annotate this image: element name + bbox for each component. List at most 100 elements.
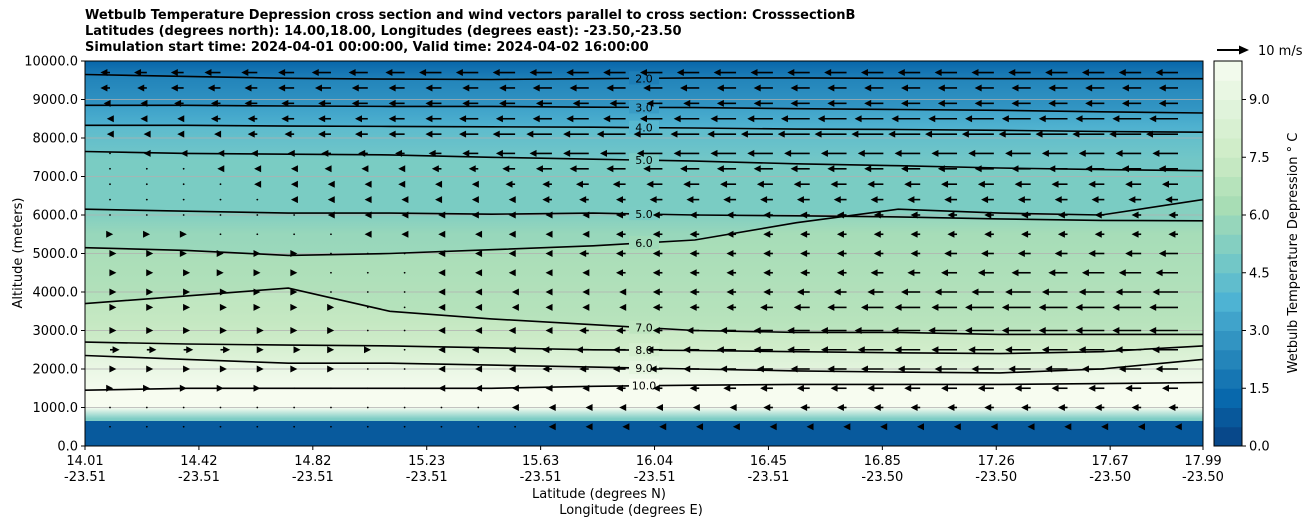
wind-vector-head	[214, 130, 222, 138]
wind-vector-head	[910, 211, 918, 219]
wind-vector-head	[535, 165, 543, 173]
wind-vector-head	[934, 365, 942, 373]
wind-vector-head	[545, 288, 553, 296]
wind-vector-head	[820, 149, 828, 157]
wind-vector-head	[891, 327, 899, 334]
wind-vector-head	[854, 327, 862, 334]
wind-vector-head	[756, 180, 764, 188]
wind-vector-head	[431, 165, 439, 173]
wind-vector-head	[910, 250, 918, 257]
wind-vector-head	[471, 196, 479, 204]
wind-vector-head	[891, 115, 899, 123]
wind-vector-head	[146, 250, 154, 257]
wind-vector-head	[793, 180, 801, 188]
wind-vector-head	[870, 196, 878, 204]
wind-vector-head	[726, 211, 734, 219]
wind-vector-head	[183, 288, 191, 296]
wind-vector-head	[1021, 230, 1029, 238]
wind-vector-head	[873, 211, 881, 219]
wind-vector-head	[223, 346, 231, 354]
wind-vector-head	[603, 115, 611, 123]
wind-vector-head	[499, 84, 507, 92]
wind-vector-dot	[403, 252, 406, 255]
wind-vector-head	[615, 250, 623, 257]
wind-vector-head	[732, 423, 740, 431]
wind-vector-dot	[219, 183, 222, 186]
wind-vector-head	[901, 84, 909, 92]
wind-vector-dot	[330, 406, 332, 409]
colorbar-band	[1214, 369, 1242, 389]
wind-vector-head	[183, 327, 191, 334]
wind-vector-head	[612, 346, 620, 354]
x-tick-label-longitude: -23.51	[178, 470, 220, 485]
wind-vector-dot	[256, 214, 259, 216]
wind-vector-head	[508, 327, 516, 334]
wind-vector-head	[511, 384, 519, 392]
wind-vector-head	[425, 115, 433, 123]
colorbar-tick-label: 7.5	[1249, 151, 1270, 166]
wind-vector-head	[643, 84, 651, 92]
wind-vector-head	[278, 84, 286, 92]
x-tick-label-longitude: -23.51	[406, 470, 448, 485]
wind-vector-head	[529, 69, 537, 77]
wind-vector-head	[219, 327, 227, 334]
wind-vector-head	[1011, 84, 1019, 92]
x-tick-label-longitude: -23.50	[861, 470, 903, 485]
wind-vector-head	[582, 230, 590, 238]
wind-vector-head	[314, 84, 322, 92]
contour-label-bg	[629, 343, 659, 357]
wind-vector-dot	[256, 233, 259, 236]
wind-vector-head	[901, 288, 909, 296]
wind-vector-head	[901, 99, 909, 107]
wind-vector-head	[435, 180, 443, 188]
wind-vector-head	[763, 230, 771, 238]
wind-vector-head	[1081, 365, 1089, 373]
wind-vector-head	[1008, 365, 1016, 373]
wind-vector-head	[860, 303, 868, 311]
wind-vector-head	[1137, 423, 1145, 431]
wind-vector-head	[780, 115, 788, 123]
wind-vector-dot	[256, 406, 259, 409]
wind-vector-head	[278, 69, 286, 77]
wind-vector-head	[134, 69, 142, 77]
wind-vector-head	[109, 327, 117, 334]
wind-vector-head	[542, 346, 550, 354]
wind-vector-head	[290, 250, 298, 257]
wind-vector-head	[348, 69, 356, 77]
filled-contour-band	[85, 199, 1203, 335]
colorbar-tick-label: 1.5	[1249, 382, 1270, 397]
wind-vector-head	[401, 196, 409, 204]
filled-contour-band	[85, 125, 1203, 171]
wind-vector-head	[1057, 230, 1065, 238]
contour-label-bg	[629, 361, 659, 375]
wind-vector-head	[646, 346, 654, 354]
wind-vector-head	[931, 149, 939, 157]
wind-vector-head	[689, 230, 697, 238]
wind-vector-head	[934, 288, 942, 296]
wind-vector-head	[1051, 180, 1059, 188]
wind-vector-head	[545, 384, 553, 392]
wind-vector-head	[425, 130, 433, 138]
wind-vector-head	[1072, 130, 1080, 138]
wind-vector-head	[941, 269, 949, 277]
wind-vector-head	[910, 404, 918, 411]
y-tick-label: 3000.0	[33, 324, 79, 339]
wind-vector-head	[673, 149, 681, 157]
wind-vector-head	[143, 130, 151, 138]
wind-vector-head	[1088, 180, 1096, 188]
wind-vector-head	[569, 165, 577, 173]
x-tick-label-longitude: -23.51	[520, 470, 562, 485]
wind-vector-head	[720, 180, 728, 188]
wind-vector-head	[438, 346, 446, 354]
wind-vector-dot	[366, 387, 369, 390]
field-patches	[85, 74, 1203, 446]
wind-vector-head	[894, 346, 902, 354]
wind-vector-head	[256, 346, 264, 354]
wind-vector-head	[244, 99, 252, 107]
wind-vector-head	[183, 365, 191, 373]
wind-vector-head	[140, 115, 148, 123]
wind-vector-head	[253, 303, 261, 311]
wind-vector-dot	[330, 291, 332, 293]
wind-vector-dot	[477, 406, 480, 409]
wind-vector-head	[1045, 69, 1053, 77]
